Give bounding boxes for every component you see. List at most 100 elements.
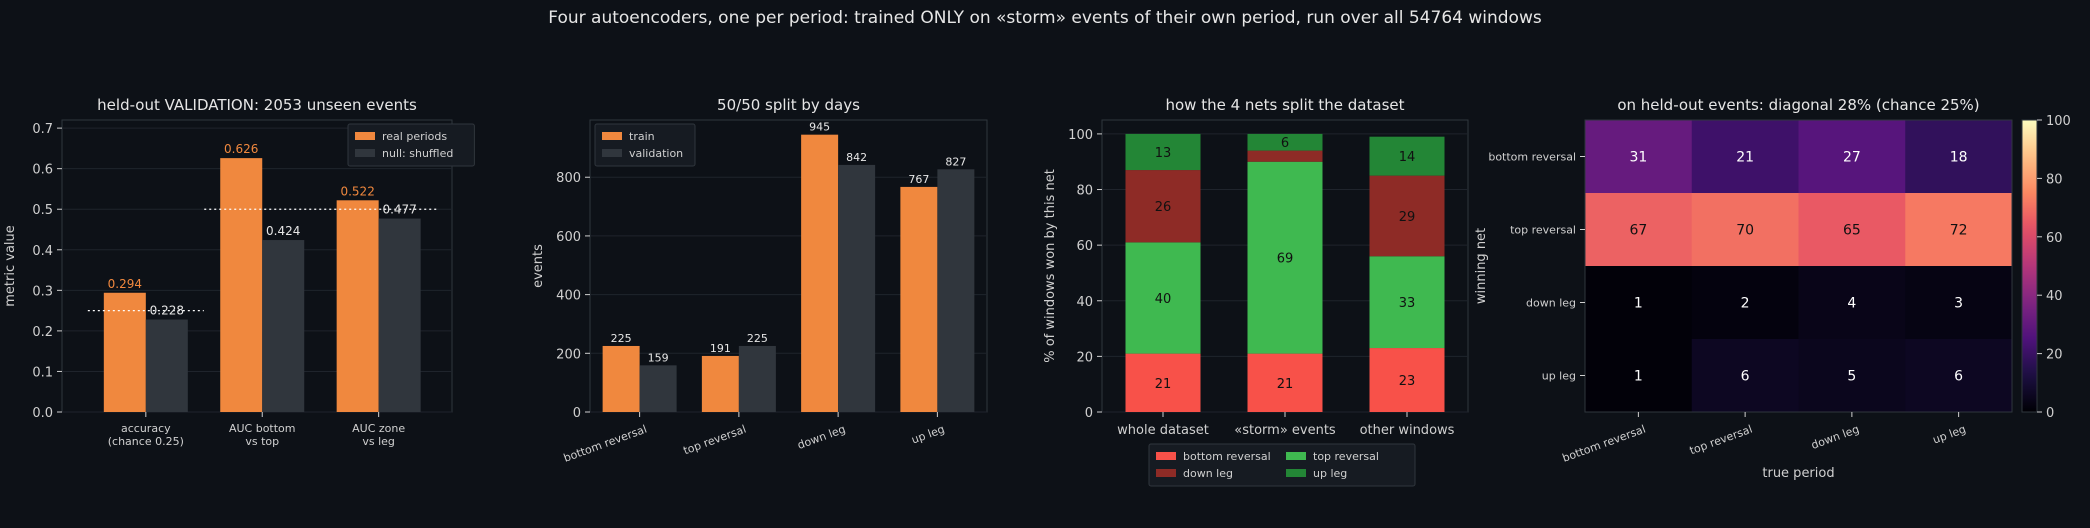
legend: real periods null: shuffled bbox=[347, 123, 475, 167]
heatmap-value-label: 4 bbox=[1847, 296, 1856, 312]
panel-title: held-out VALIDATION: 2053 unseen events bbox=[97, 96, 417, 114]
segment-value-label: 21 bbox=[1277, 377, 1294, 392]
bar-null-shuffled bbox=[378, 218, 421, 412]
bar-value-label: 0.477 bbox=[382, 203, 416, 217]
bar-value-label: 0.424 bbox=[266, 224, 300, 238]
heatmap-cell bbox=[1905, 120, 2013, 194]
bar-real-periods bbox=[220, 158, 263, 412]
stacked-bar-segment bbox=[1369, 348, 1445, 412]
bar-train bbox=[701, 355, 739, 412]
stacked-bar-segment bbox=[1125, 133, 1201, 171]
colorbar-tick-label: 60 bbox=[2046, 231, 2063, 246]
stacked-bar-segment bbox=[1369, 175, 1445, 257]
colorbar-tick-label: 0 bbox=[2046, 406, 2054, 421]
legend-entry: top reversal bbox=[1313, 450, 1379, 463]
legend-entry: bottom reversal bbox=[1183, 450, 1271, 463]
bar-null-shuffled bbox=[145, 319, 188, 412]
stacked-bar-segment bbox=[1247, 133, 1323, 151]
panel-net-split: how the 4 nets split the dataset 0 20 40 60 8… bbox=[1043, 96, 1469, 487]
y-axis-label: metric value bbox=[3, 225, 18, 307]
legend-entry: train bbox=[629, 130, 655, 143]
heatmap-value-label: 27 bbox=[1843, 150, 1861, 166]
legend-entry: null: shuffled bbox=[382, 147, 453, 160]
legend-swatch bbox=[1156, 452, 1176, 460]
bar-train bbox=[801, 134, 839, 412]
x-tick-label: «storm» events bbox=[1234, 423, 1336, 438]
colorbar bbox=[2021, 119, 2038, 413]
heatmap-value-label: 6 bbox=[1954, 369, 1963, 385]
x-tick-label: AUC bottom bbox=[229, 422, 296, 435]
legend: train validation bbox=[594, 123, 696, 167]
y-tick-label: 20 bbox=[1076, 350, 1093, 365]
panel-title: 50/50 split by days bbox=[717, 96, 860, 114]
legend-box bbox=[1148, 443, 1416, 487]
heatmap-cell bbox=[1691, 120, 1799, 194]
bar-value-label: 191 bbox=[710, 342, 731, 355]
heatmap-value-label: 1 bbox=[1634, 296, 1643, 312]
x-tick-label: (chance 0.25) bbox=[108, 435, 184, 448]
y-tick-label: 40 bbox=[1076, 295, 1093, 310]
y-tick-label: 0.0 bbox=[32, 406, 53, 421]
y-tick-label: 400 bbox=[556, 289, 581, 304]
x-tick-label: whole dataset bbox=[1117, 423, 1209, 438]
bar-value-label: 225 bbox=[747, 332, 768, 345]
stacked-bar-segment bbox=[1247, 353, 1323, 412]
y-tick-label: 0.2 bbox=[32, 325, 53, 340]
x-tick-label: accuracy bbox=[121, 422, 171, 435]
heatmap-cell bbox=[1905, 339, 2013, 413]
segment-value-label: 14 bbox=[1399, 150, 1416, 165]
segment-value-label: 26 bbox=[1155, 200, 1172, 215]
legend-swatch bbox=[355, 132, 375, 140]
bar-real-periods bbox=[103, 292, 146, 412]
segment-value-label: 21 bbox=[1155, 377, 1172, 392]
bar-validation bbox=[738, 345, 776, 412]
legend-swatch bbox=[1286, 469, 1306, 477]
segment-value-label: 69 bbox=[1277, 252, 1294, 267]
heatmap-cell bbox=[1798, 266, 1906, 340]
segment-value-label: 23 bbox=[1399, 374, 1416, 389]
y-tick-label: 0.4 bbox=[32, 244, 53, 259]
y-tick-label: down leg bbox=[1526, 297, 1576, 310]
heatmap-value-label: 67 bbox=[1629, 223, 1647, 239]
segment-value-label: 29 bbox=[1399, 210, 1416, 225]
heatmap-cell bbox=[1585, 193, 1693, 267]
legend-entry: validation bbox=[629, 147, 683, 160]
heatmap-cell bbox=[1585, 266, 1693, 340]
x-axis-label: true period bbox=[1762, 466, 1834, 481]
bar-validation bbox=[937, 169, 975, 412]
heatmap-value-label: 21 bbox=[1736, 150, 1754, 166]
y-tick-label: 0.6 bbox=[32, 163, 53, 178]
legend-swatch bbox=[602, 132, 622, 140]
x-tick-label: vs leg bbox=[362, 435, 395, 448]
heatmap-value-label: 6 bbox=[1741, 369, 1750, 385]
bar-value-label: 842 bbox=[846, 151, 867, 164]
y-tick-label: 0.5 bbox=[32, 203, 53, 218]
bar-value-label: 0.228 bbox=[150, 304, 184, 318]
colorbar-tick-label: 100 bbox=[2046, 114, 2071, 129]
bar-train bbox=[602, 345, 640, 412]
legend-entry: real periods bbox=[382, 130, 447, 143]
y-tick-label: 0.1 bbox=[32, 365, 53, 380]
y-tick-label: 0.3 bbox=[32, 284, 53, 299]
heatmap-value-label: 31 bbox=[1629, 150, 1647, 166]
heatmap-value-label: 70 bbox=[1736, 223, 1754, 239]
heatmap-cell bbox=[1585, 339, 1693, 413]
bar-value-label: 945 bbox=[809, 121, 830, 134]
heatmap-cell bbox=[1798, 193, 1906, 267]
bar-validation bbox=[838, 164, 876, 412]
stacked-bar-segment bbox=[1247, 161, 1323, 354]
y-tick-label: 0.7 bbox=[32, 122, 53, 137]
legend-swatch bbox=[1156, 469, 1176, 477]
y-tick-label: bottom reversal bbox=[1488, 151, 1576, 164]
heatmap-cell bbox=[1691, 266, 1799, 340]
y-axis-label: winning net bbox=[1474, 228, 1489, 304]
legend-swatch bbox=[1286, 452, 1306, 460]
segment-value-label: 40 bbox=[1155, 292, 1172, 307]
heatmap-value-label: 65 bbox=[1843, 223, 1861, 239]
bar-train bbox=[900, 186, 938, 412]
panel-validation-metrics: held-out VALIDATION: 2053 unseen events 0… bbox=[3, 96, 475, 448]
bar-null-shuffled bbox=[262, 240, 305, 412]
stacked-bar-segment bbox=[1125, 242, 1201, 354]
heatmap-cell bbox=[1585, 120, 1693, 194]
